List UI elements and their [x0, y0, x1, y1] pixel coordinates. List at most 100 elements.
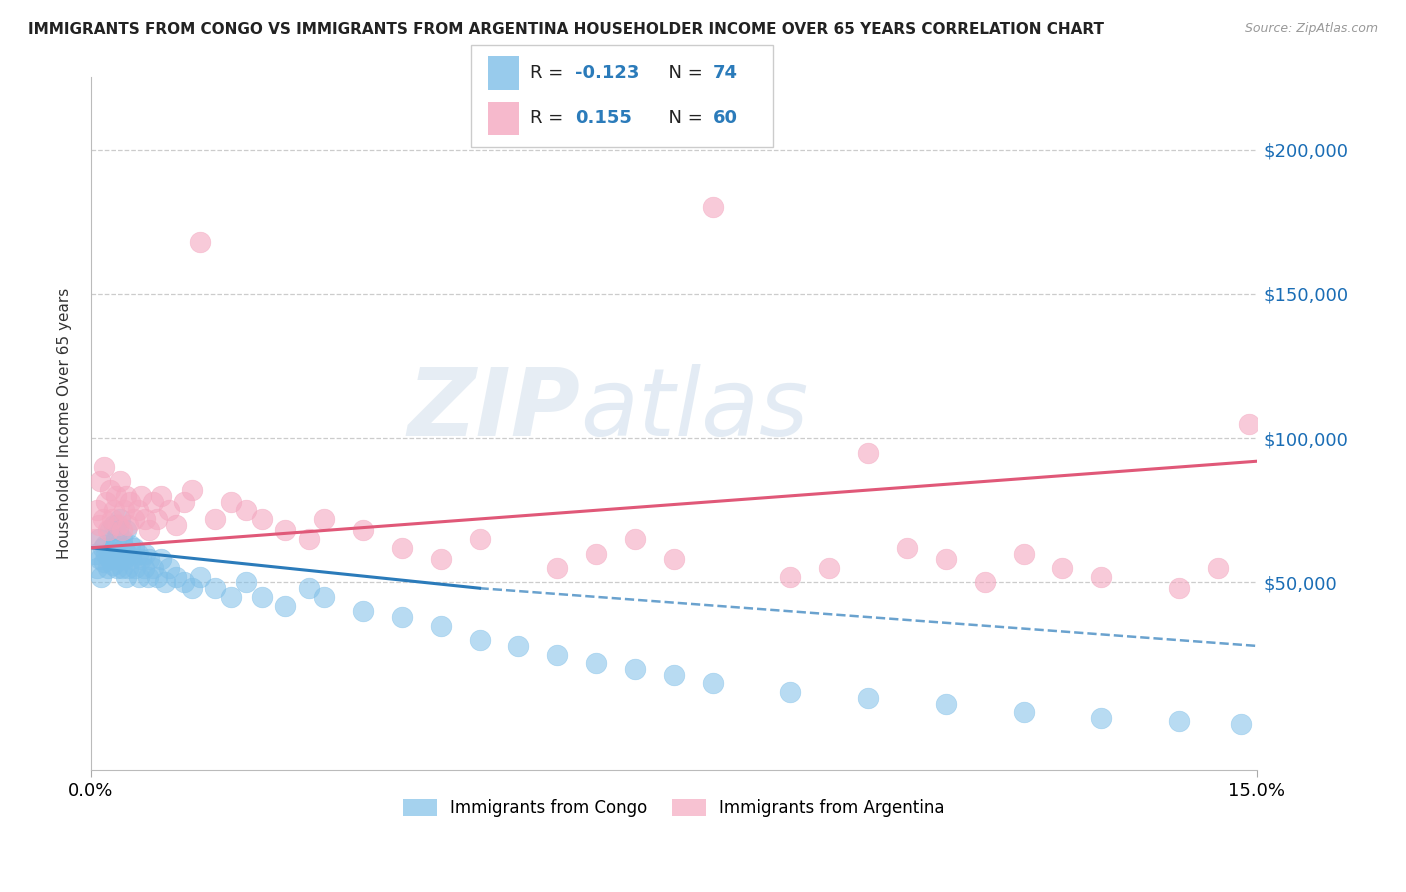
Point	[142, 494, 165, 508]
Point	[91, 541, 114, 555]
Point	[104, 489, 127, 503]
Point	[142, 561, 165, 575]
Point	[165, 517, 187, 532]
Text: 60: 60	[713, 110, 738, 128]
Point	[127, 547, 149, 561]
Point	[91, 512, 114, 526]
Point	[105, 561, 128, 575]
Point	[188, 569, 211, 583]
Point	[702, 676, 724, 690]
Point	[546, 561, 568, 575]
Point	[111, 524, 134, 538]
Point	[818, 561, 841, 575]
Point	[468, 633, 491, 648]
Point	[1206, 561, 1229, 575]
Point	[219, 494, 242, 508]
Point	[127, 503, 149, 517]
Text: -0.123: -0.123	[575, 64, 640, 82]
Point	[117, 547, 139, 561]
Point	[103, 552, 125, 566]
Point	[117, 517, 139, 532]
Text: Source: ZipAtlas.com: Source: ZipAtlas.com	[1244, 22, 1378, 36]
Point	[101, 541, 124, 555]
Text: atlas: atlas	[581, 364, 808, 456]
Point	[86, 561, 108, 575]
Point	[124, 561, 146, 575]
Point	[89, 552, 111, 566]
Point	[132, 561, 155, 575]
Text: ZIP: ZIP	[408, 364, 581, 456]
Point	[93, 555, 115, 569]
Point	[96, 494, 118, 508]
Text: 0.155: 0.155	[575, 110, 631, 128]
Point	[1052, 561, 1074, 575]
Point	[219, 590, 242, 604]
Text: N =: N =	[657, 64, 709, 82]
Point	[779, 685, 801, 699]
Point	[122, 512, 145, 526]
Point	[118, 494, 141, 508]
Point	[157, 503, 180, 517]
Point	[314, 590, 336, 604]
Y-axis label: Householder Income Over 65 years: Householder Income Over 65 years	[58, 288, 72, 559]
Point	[117, 561, 139, 575]
Point	[98, 552, 121, 566]
Point	[1168, 714, 1191, 728]
Point	[128, 569, 150, 583]
Point	[250, 590, 273, 604]
Point	[297, 532, 319, 546]
Point	[173, 494, 195, 508]
Point	[165, 569, 187, 583]
Point	[101, 512, 124, 526]
Text: IMMIGRANTS FROM CONGO VS IMMIGRANTS FROM ARGENTINA HOUSEHOLDER INCOME OVER 65 YE: IMMIGRANTS FROM CONGO VS IMMIGRANTS FROM…	[28, 22, 1104, 37]
Point	[87, 532, 110, 546]
Point	[1012, 547, 1035, 561]
Point	[1168, 581, 1191, 595]
Point	[779, 569, 801, 583]
Point	[112, 552, 135, 566]
Point	[429, 552, 451, 566]
Point	[204, 581, 226, 595]
Point	[97, 561, 120, 575]
Point	[856, 690, 879, 705]
Point	[101, 558, 124, 573]
Point	[204, 512, 226, 526]
Point	[107, 517, 129, 532]
Point	[702, 200, 724, 214]
Point	[585, 657, 607, 671]
Point	[624, 532, 647, 546]
Point	[935, 697, 957, 711]
Point	[896, 541, 918, 555]
Point	[314, 512, 336, 526]
Point	[352, 604, 374, 618]
Point	[546, 648, 568, 662]
Point	[138, 524, 160, 538]
Point	[93, 460, 115, 475]
Point	[173, 575, 195, 590]
Point	[107, 547, 129, 561]
Text: R =: R =	[530, 110, 569, 128]
Point	[131, 489, 153, 503]
Point	[146, 512, 169, 526]
Point	[94, 538, 117, 552]
Point	[1237, 417, 1260, 431]
Point	[115, 569, 138, 583]
Point	[157, 561, 180, 575]
Point	[108, 552, 131, 566]
Legend: Immigrants from Congo, Immigrants from Argentina: Immigrants from Congo, Immigrants from A…	[396, 792, 950, 824]
Point	[134, 512, 156, 526]
Point	[120, 552, 142, 566]
Point	[973, 575, 995, 590]
Point	[181, 581, 204, 595]
Point	[274, 599, 297, 613]
Point	[391, 541, 413, 555]
Point	[115, 489, 138, 503]
Point	[146, 569, 169, 583]
Point	[1012, 706, 1035, 720]
Point	[112, 541, 135, 555]
Point	[122, 541, 145, 555]
Point	[103, 517, 125, 532]
Point	[134, 547, 156, 561]
Point	[90, 569, 112, 583]
Point	[429, 618, 451, 632]
